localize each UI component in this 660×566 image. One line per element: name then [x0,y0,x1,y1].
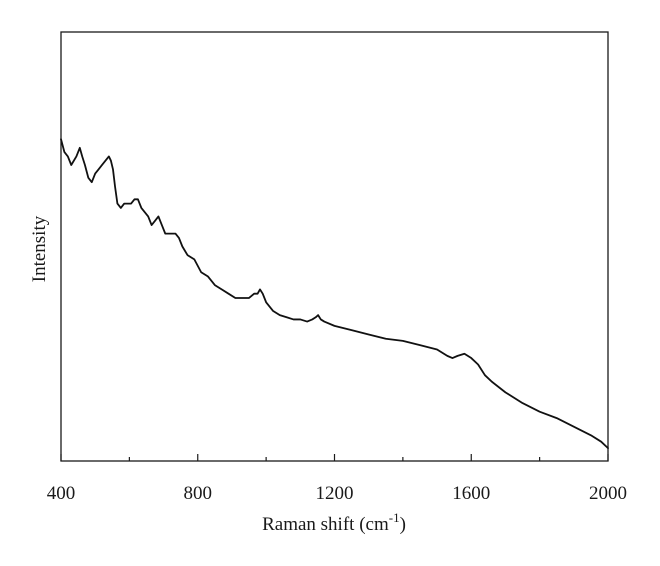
x-tick-label-1600: 1600 [452,483,490,504]
x-axis-title-superscript: -1 [389,510,400,525]
x-tick-label-400: 400 [47,483,76,504]
plot-frame [60,31,609,462]
x-axis-title: Raman shift (cm-1) [262,510,406,535]
x-axis-tick-labels: 400 800 1200 1600 2000 [47,483,627,504]
spectrum-line-0 [60,138,609,450]
x-axis-ticks [60,454,609,461]
x-tick-label-800: 800 [184,483,213,504]
y-axis-title: Intensity [29,215,50,282]
x-tick-label-1200: 1200 [316,483,354,504]
series-layer [60,138,609,450]
x-axis-title-close: ) [400,514,406,535]
x-axis-title-text: Raman shift (cm [262,514,389,535]
x-tick-label-2000: 2000 [589,483,627,504]
